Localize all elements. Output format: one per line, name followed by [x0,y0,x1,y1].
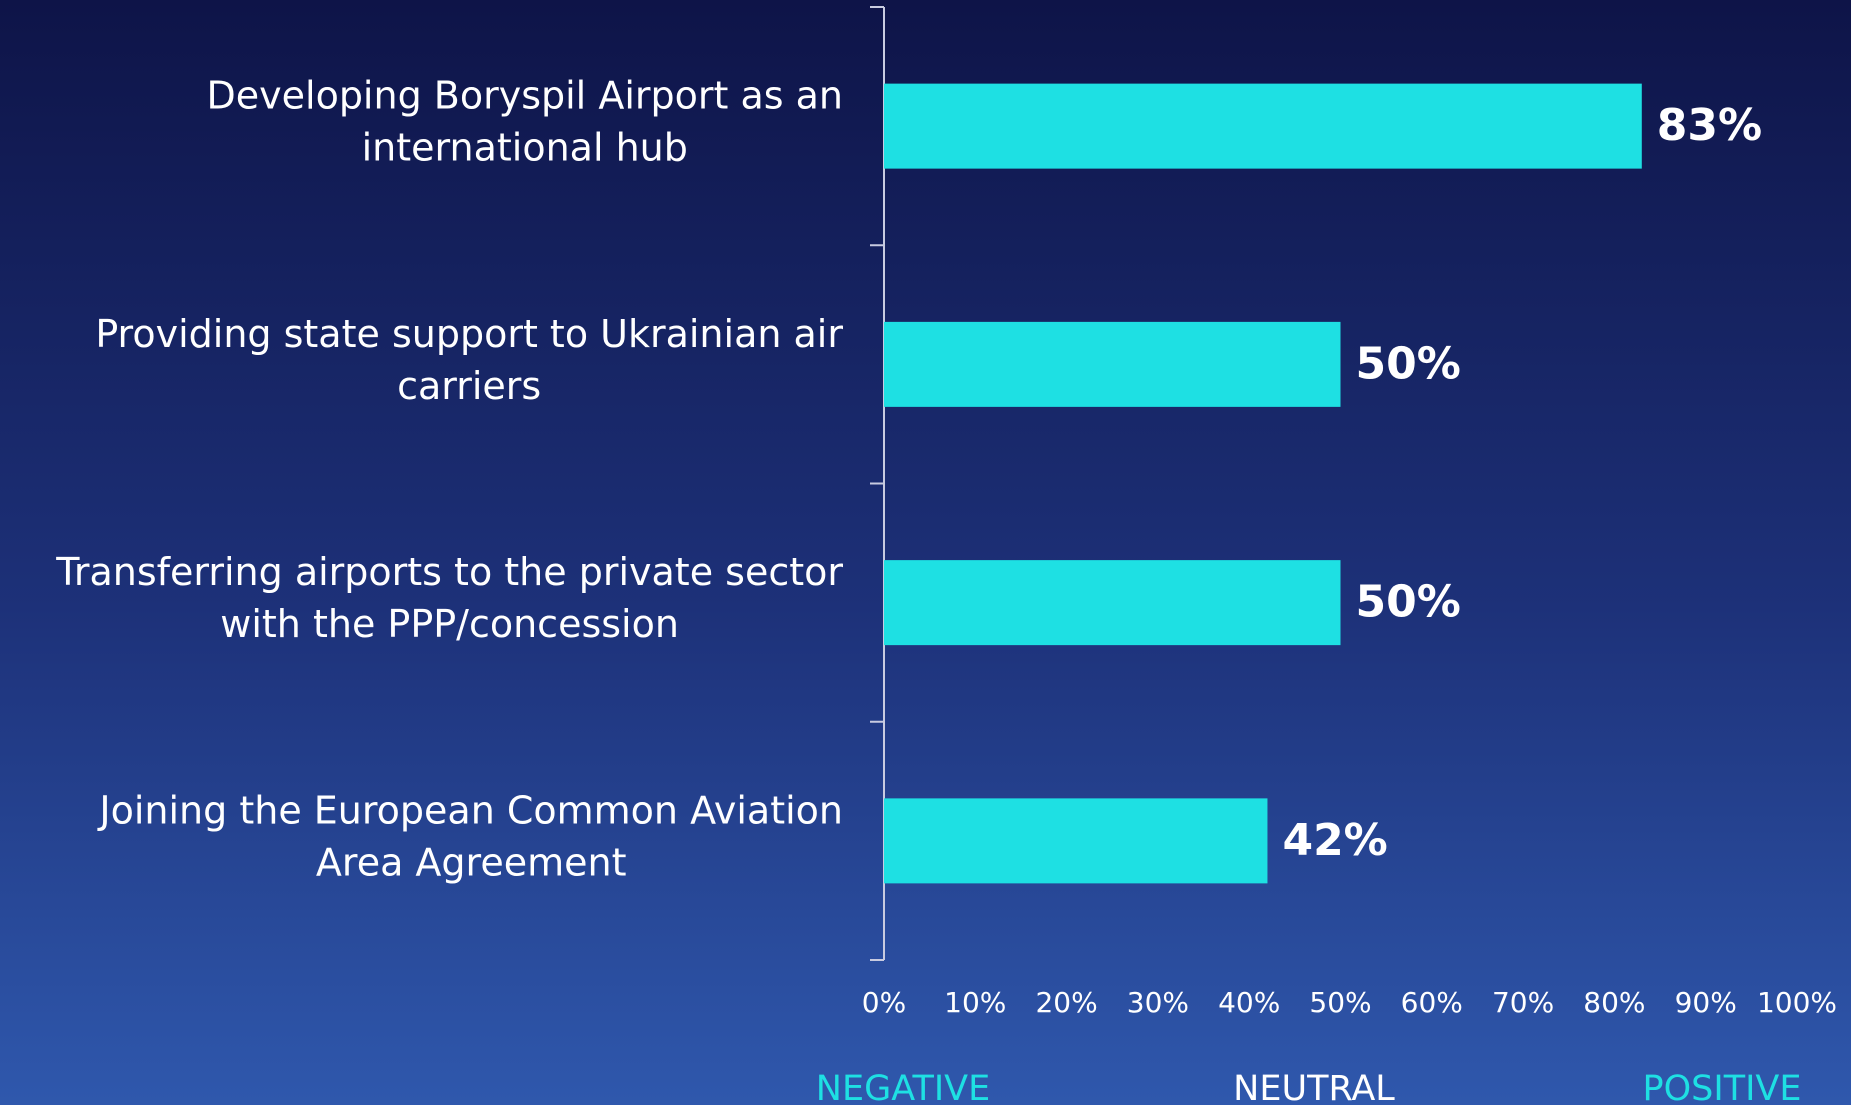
value-label: 50% [1356,577,1461,628]
category-label: Providing state support to Ukrainian air [95,312,843,356]
plot: 0% 10% 20% 30% 40% 50% 60% 70% 80% 90% 100% Develop… [55,6,1837,1105]
category-label: carriers [397,364,541,408]
bar [884,560,1341,646]
value-label: 50% [1356,338,1461,389]
x-tick-label: 90% [1675,986,1737,1019]
bar [884,321,1341,407]
category-label: with the PPP/concession [220,602,679,646]
value-label: 42% [1282,815,1387,866]
category-label: international hub [362,126,688,170]
x-tick-label: 10% [944,986,1006,1019]
x-tick-label: 70% [1492,986,1554,1019]
x-tick-label: 50% [1309,986,1371,1019]
x-tick-label: 60% [1401,986,1463,1019]
category-label: Developing Boryspil Airport as an [207,74,844,118]
annotation: POSITIVE [1643,1069,1802,1105]
value-label: 83% [1657,100,1762,151]
x-tick-label: 30% [1127,986,1189,1019]
category-label: Transferring airports to the private sec… [55,550,843,594]
bar [884,798,1268,884]
bar [884,83,1642,169]
x-tick-label: 40% [1218,986,1280,1019]
x-tick-label: 0% [862,986,906,1019]
annotation: NEGATIVE [816,1069,990,1105]
x-tick-label: 80% [1583,986,1645,1019]
x-tick-label: 20% [1035,986,1097,1019]
x-tick-label: 100% [1757,986,1837,1019]
category-label: Area Agreement [316,840,627,884]
category-label: Joining the European Common Aviation [97,788,843,832]
annotation: NEUTRAL [1233,1069,1395,1105]
